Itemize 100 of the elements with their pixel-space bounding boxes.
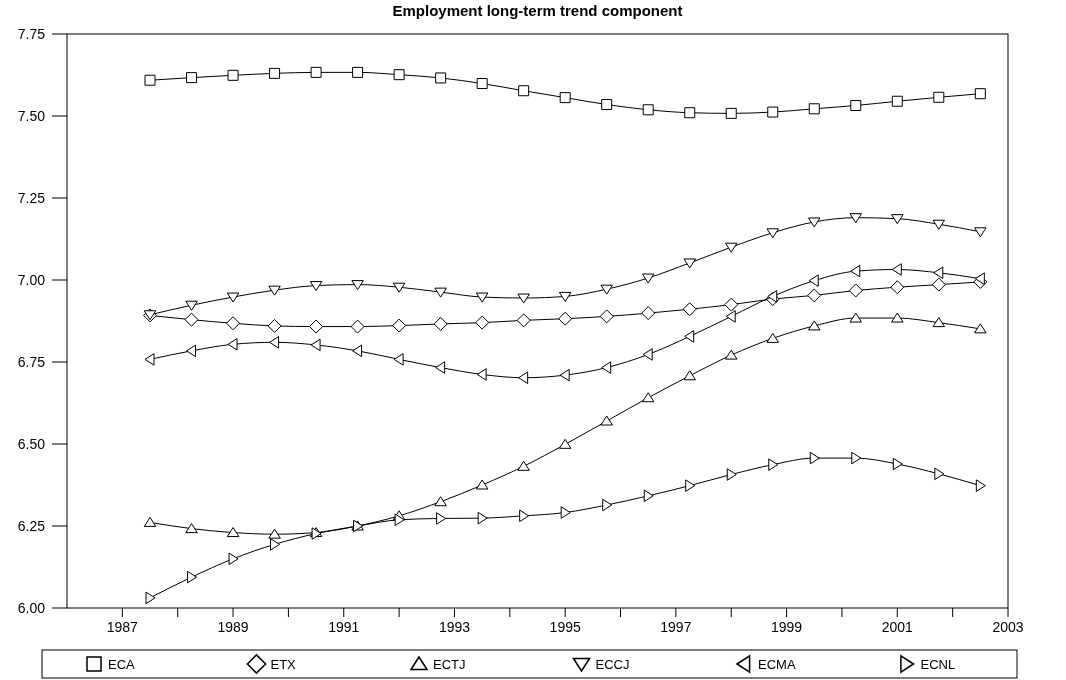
- x-tick-label: 1991: [328, 619, 360, 635]
- point: [848, 283, 863, 298]
- point: [434, 496, 447, 507]
- point: [558, 438, 572, 449]
- point: [475, 479, 489, 490]
- point: [309, 281, 323, 292]
- point: [683, 370, 696, 381]
- y-tick-label: 7.00: [17, 271, 46, 288]
- point: [393, 69, 405, 81]
- chart-title: Employment long-term trend component: [392, 2, 683, 19]
- point: [558, 311, 573, 326]
- point: [974, 272, 985, 285]
- point: [682, 302, 697, 317]
- point: [849, 312, 863, 323]
- point: [226, 527, 240, 538]
- point: [600, 415, 613, 426]
- point: [519, 509, 530, 523]
- x-tick-label: 1989: [217, 619, 249, 635]
- point: [891, 95, 903, 107]
- point: [931, 277, 946, 292]
- y-tick-label: 7.50: [17, 107, 46, 124]
- point: [517, 460, 530, 471]
- point: [726, 468, 737, 481]
- y-tick-label: 6.00: [17, 599, 46, 616]
- point: [975, 479, 986, 492]
- x-tick-label: 1999: [771, 619, 803, 635]
- point: [685, 479, 696, 492]
- point: [270, 538, 281, 551]
- point: [851, 451, 862, 465]
- point: [600, 284, 613, 295]
- point: [559, 92, 571, 104]
- point: [724, 242, 738, 253]
- point: [807, 288, 822, 303]
- point: [725, 107, 737, 119]
- point: [559, 368, 570, 382]
- point: [393, 353, 404, 366]
- point: [518, 85, 530, 97]
- point: [517, 293, 530, 304]
- point: [226, 316, 241, 331]
- point: [187, 570, 198, 584]
- point: [558, 291, 572, 302]
- point: [933, 266, 944, 280]
- point: [643, 489, 654, 503]
- point: [433, 316, 448, 331]
- point: [684, 330, 695, 343]
- point: [767, 106, 779, 118]
- point: [310, 338, 321, 352]
- point: [144, 353, 155, 366]
- point: [641, 306, 656, 321]
- point: [808, 103, 820, 115]
- point: [436, 512, 447, 525]
- point: [269, 67, 281, 79]
- x-tick-label: 2001: [881, 619, 914, 635]
- point: [891, 214, 904, 225]
- y-tick-label: 6.25: [17, 517, 46, 534]
- point: [808, 274, 819, 287]
- y-tick-label: 7.75: [17, 25, 46, 42]
- point: [435, 72, 447, 84]
- legend-label: ECMA: [758, 656, 796, 672]
- y-tick-label: 6.75: [17, 353, 46, 370]
- point: [766, 332, 779, 343]
- point: [269, 336, 280, 349]
- point: [186, 72, 198, 84]
- legend-label: ECA: [108, 656, 136, 672]
- point: [725, 310, 736, 323]
- point: [809, 451, 820, 465]
- point: [518, 371, 529, 384]
- point: [227, 69, 239, 81]
- point: [642, 348, 653, 361]
- point: [143, 516, 157, 527]
- point: [434, 287, 447, 298]
- point: [642, 104, 654, 116]
- point: [599, 309, 614, 324]
- point: [186, 344, 197, 358]
- point: [891, 263, 902, 276]
- point: [392, 282, 406, 293]
- point: [974, 227, 987, 238]
- point: [477, 511, 488, 525]
- point: [808, 217, 821, 228]
- point: [351, 280, 364, 291]
- y-tick-label: 6.50: [17, 435, 46, 452]
- point: [228, 552, 239, 566]
- point: [226, 292, 240, 303]
- point: [683, 258, 696, 269]
- point: [641, 273, 655, 284]
- point: [394, 513, 405, 527]
- point: [475, 292, 489, 303]
- point: [352, 344, 363, 358]
- point: [435, 361, 446, 374]
- point: [766, 228, 779, 239]
- point: [560, 506, 571, 519]
- point: [601, 99, 613, 111]
- point: [185, 300, 198, 311]
- point: [641, 392, 655, 403]
- point: [684, 107, 696, 119]
- point: [601, 361, 612, 374]
- point: [724, 297, 739, 312]
- point: [849, 213, 863, 224]
- point: [185, 523, 198, 534]
- point: [932, 219, 946, 230]
